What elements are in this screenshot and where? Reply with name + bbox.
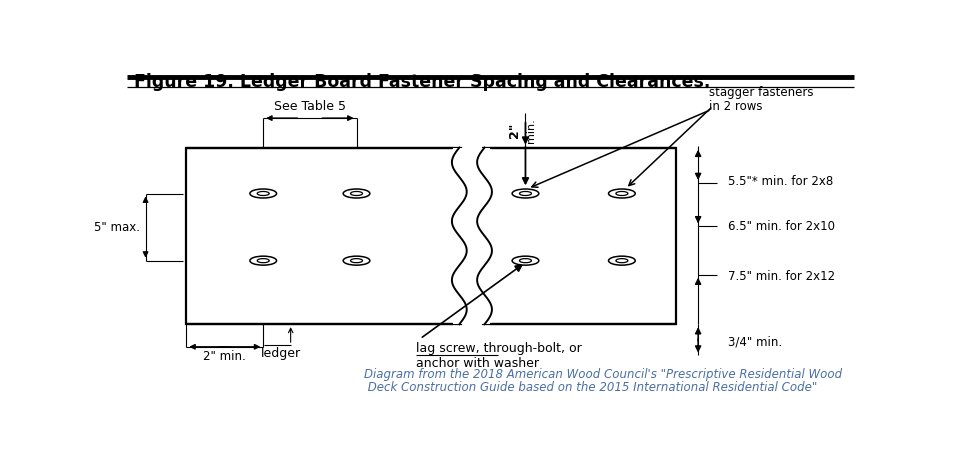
Ellipse shape bbox=[520, 259, 531, 263]
Bar bbox=[187, 148, 461, 324]
Text: ledger: ledger bbox=[260, 347, 300, 360]
Ellipse shape bbox=[609, 189, 635, 198]
Ellipse shape bbox=[257, 191, 269, 196]
Ellipse shape bbox=[520, 191, 531, 196]
Ellipse shape bbox=[512, 189, 539, 198]
Ellipse shape bbox=[344, 189, 369, 198]
Bar bbox=[483, 148, 676, 324]
Ellipse shape bbox=[257, 259, 269, 263]
Ellipse shape bbox=[344, 256, 369, 265]
Text: Diagram from the 2018 American Wood Council's "Prescriptive Residential Wood: Diagram from the 2018 American Wood Coun… bbox=[365, 368, 842, 381]
Ellipse shape bbox=[609, 256, 635, 265]
Text: 3/4" min.: 3/4" min. bbox=[728, 335, 782, 348]
Ellipse shape bbox=[350, 191, 363, 196]
Bar bbox=[452, 148, 470, 324]
Text: 5.5"* min. for 2x8: 5.5"* min. for 2x8 bbox=[728, 175, 833, 188]
Ellipse shape bbox=[616, 259, 628, 263]
Text: in 2 rows: in 2 rows bbox=[709, 100, 763, 113]
Text: stagger fasteners: stagger fasteners bbox=[709, 86, 813, 99]
Ellipse shape bbox=[250, 189, 277, 198]
Text: 6.5" min. for 2x10: 6.5" min. for 2x10 bbox=[728, 220, 835, 233]
Ellipse shape bbox=[350, 259, 363, 263]
Text: Deck Construction Guide based on the 2015 International Residential Code": Deck Construction Guide based on the 201… bbox=[365, 382, 817, 395]
Text: anchor with washer: anchor with washer bbox=[416, 357, 540, 370]
Text: 7.5" min. for 2x12: 7.5" min. for 2x12 bbox=[728, 270, 835, 283]
Ellipse shape bbox=[250, 256, 277, 265]
Text: lag screw, through-bolt, or: lag screw, through-bolt, or bbox=[416, 342, 582, 355]
Text: min.: min. bbox=[526, 118, 537, 143]
Text: See Table 5: See Table 5 bbox=[274, 100, 345, 113]
Text: 2": 2" bbox=[508, 122, 521, 138]
Text: 5" max.: 5" max. bbox=[94, 220, 140, 234]
Text: 2" min.: 2" min. bbox=[204, 350, 246, 363]
Text: Figure 19. Ledger Board Fastener Spacing and Clearances.: Figure 19. Ledger Board Fastener Spacing… bbox=[135, 73, 711, 91]
Bar bbox=[474, 148, 492, 324]
Ellipse shape bbox=[512, 256, 539, 265]
Ellipse shape bbox=[616, 191, 628, 196]
